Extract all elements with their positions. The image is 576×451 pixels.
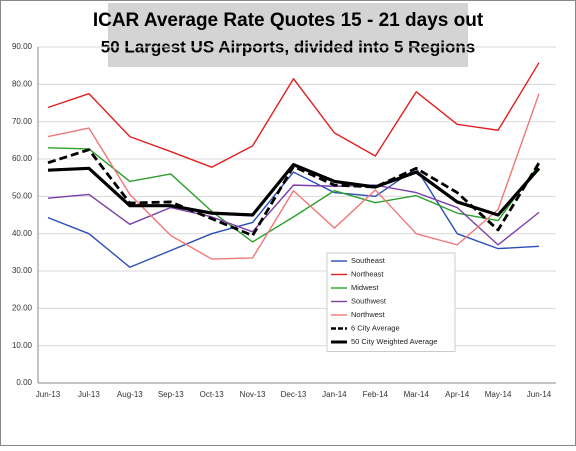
y-tick-label: 10.00 [12,341,33,350]
legend-box [326,252,456,352]
x-tick-label: Nov-13 [240,390,266,399]
y-tick-label: 0.00 [16,378,32,387]
y-tick-label: 20.00 [12,303,33,312]
x-tick-label: Sep-13 [158,390,184,399]
x-tick-label: Apr-14 [445,390,470,399]
y-tick-label: 60.00 [12,154,33,163]
y-tick-label: 30.00 [12,266,33,275]
title-box [108,3,468,67]
x-tick-label: May-14 [485,390,512,399]
series-line [47,93,540,260]
y-tick-label: 40.00 [12,229,33,238]
x-tick-label: Mar-14 [404,390,430,399]
x-tick-label: Jun-13 [36,390,61,399]
x-tick-label: Dec-13 [281,390,307,399]
x-tick-label: Jun-14 [527,390,552,399]
series-line [47,167,540,268]
series-line [47,62,540,168]
legend-label: Southeast [351,256,386,265]
x-tick-label: Aug-13 [117,390,143,399]
legend-label: 50 City Weighted Average [351,337,437,346]
y-tick-label: 90.00 [12,42,33,51]
x-tick-label: Oct-13 [200,390,225,399]
series-line [47,163,541,217]
legend-label: 6 City Average [351,323,400,332]
series-line [47,184,540,246]
x-tick-label: Jan-14 [322,390,347,399]
y-tick-label: 70.00 [12,117,33,126]
series-line [47,147,540,243]
y-tick-label: 50.00 [12,191,33,200]
x-tick-label: Jul-13 [78,390,100,399]
chart-title: ICAR Average Rate Quotes 15 - 21 days ou… [93,10,484,31]
legend-label: Northeast [351,269,384,278]
y-tick-label: 80.00 [12,79,33,88]
legend-label: Southwest [351,296,387,305]
legend-label: Midwest [351,283,379,292]
legend-label: Northwest [351,310,386,319]
x-tick-label: Feb-14 [363,390,389,399]
